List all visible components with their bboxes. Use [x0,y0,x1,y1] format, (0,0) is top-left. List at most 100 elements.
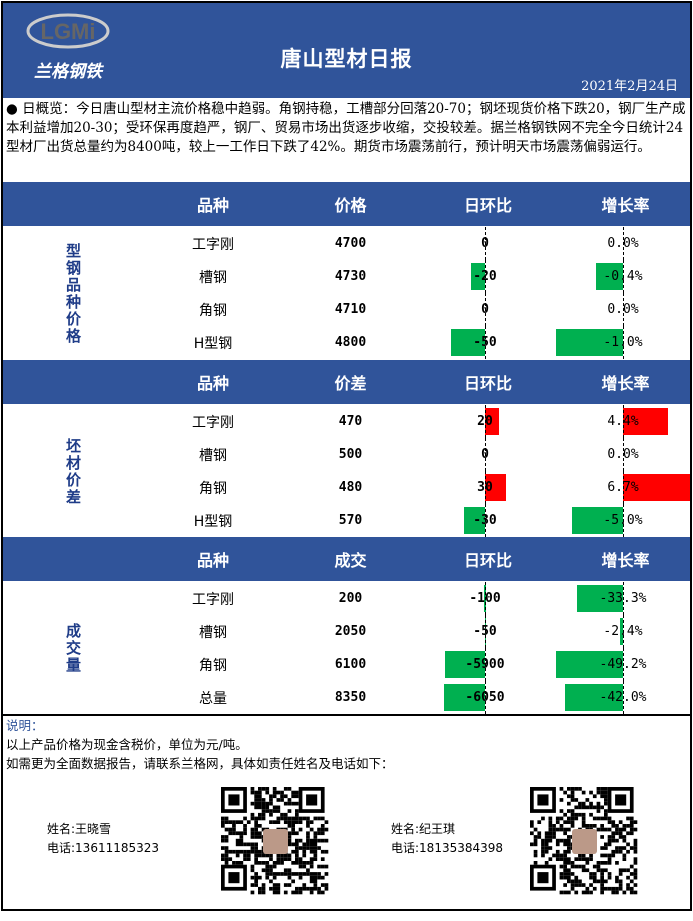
growth-rate: -0.4% [603,269,643,284]
value-cell: 480 [338,480,363,495]
column-header: 日环比 [463,374,512,393]
column-header: 增长率 [601,551,650,570]
zero-line [623,504,624,537]
product-name: 角钢 [199,480,227,497]
section-body: 型钢品种价格 工字刚 4700 0 0.0% 槽钢 4730 -20 -0.4%… [3,227,690,360]
change-bar [464,507,485,534]
table-row: 总量 8350 -6050 -42.0% [3,681,690,714]
value-cell: 570 [338,513,363,528]
table-row: 槽钢 4730 -20 -0.4% [3,260,690,293]
zero-line [623,471,624,504]
change-bar [485,474,506,501]
report-title: 唐山型材日报 [280,47,413,71]
product-name: 工字刚 [192,236,234,253]
product-name: 槽钢 [199,624,227,641]
daily-change: 0 [481,236,489,251]
change-bar [485,408,499,435]
table-row: 角钢 6100 -5900 -49.2% [3,648,690,681]
growth-bar [556,651,623,678]
notes-line-1: 以上产品价格为现金含税价，单位为元/吨。 [6,737,248,752]
growth-bar [572,507,623,534]
zero-line [623,326,624,359]
table-row: 槽钢 2050 -50 -2.4% [3,615,690,648]
report-date: 2021年2月24日 [581,79,678,94]
contact-1: 姓名:王晓雪 电话:13611185323 [47,820,159,858]
notes: 说明： 以上产品价格为现金含税价，单位为元/吨。 如需更为全面数据报告，请联系兰… [3,714,690,910]
value-cell: 200 [338,591,363,606]
zero-line [485,438,486,471]
change-bar [471,263,485,290]
zero-line [485,582,486,615]
qr-code-2 [527,784,642,899]
svg-text:LGMi: LGMi [41,19,96,44]
section-body: 成交量 工字刚 200 -100 -33.3% 槽钢 2050 -50 -2.4… [3,582,690,715]
section-label: 成交量 [64,623,82,674]
zero-line [485,293,486,326]
value-cell: 8350 [334,690,367,705]
notes-heading: 说明： [6,718,44,733]
column-header: 增长率 [601,374,650,393]
zero-line [485,227,486,260]
daily-change: -6050 [465,690,505,705]
product-name: 工字刚 [192,591,234,608]
table-row: 工字刚 470 20 4.4% [3,405,690,438]
table-row: 槽钢 500 0 0.0% [3,438,690,471]
column-header: 品种 [196,374,229,393]
qr-code-1 [218,784,333,899]
growth-bar [623,474,690,501]
zero-line [485,260,486,293]
daily-summary: ● 日概览：今日唐山型材主流价格稳中趋弱。角钢持稳，工槽部分回落20-70；钢坯… [6,101,686,155]
zero-line [485,471,486,504]
contact-name: 姓名:王晓雪 [47,822,112,836]
zero-line [623,260,624,293]
svg-text:兰格钢铁: 兰格钢铁 [34,62,105,82]
product-name: 工字刚 [192,414,234,431]
daily-change: -50 [473,624,497,639]
table-row: 工字刚 4700 0 0.0% [3,227,690,260]
zero-line [623,227,624,260]
zero-line [623,438,624,471]
value-cell: 500 [338,447,363,462]
growth-rate: -1.0% [603,335,643,350]
column-header: 价格 [334,196,367,215]
product-name: H型钢 [193,513,233,530]
section-label: 型钢品种价格 [64,242,82,345]
column-header: 增长率 [601,196,650,215]
contact-phone: 电话:13611185323 [47,841,160,855]
column-header: 品种 [196,551,229,570]
zero-line [485,405,486,438]
zero-line [485,504,486,537]
zero-line [623,405,624,438]
section-header: 品种 成交 日环比 增长率 [3,537,690,581]
growth-bar [564,684,623,711]
growth-rate: -2.4% [603,624,643,639]
value-cell: 4700 [334,236,367,251]
zero-line [485,681,486,714]
column-header: 价差 [334,374,367,393]
lgmi-logo: LGMi 兰格钢铁 [26,13,110,82]
daily-change: 0 [481,302,489,317]
section-header: 品种 价差 日环比 增长率 [3,360,690,404]
product-name: 总量 [199,690,227,707]
growth-bar [576,585,623,612]
contact-name: 姓名:纪王琪 [391,822,456,836]
column-header: 成交 [334,551,367,570]
daily-change: -30 [473,513,497,528]
table-row: 工字刚 200 -100 -33.3% [3,582,690,615]
zero-line [485,326,486,359]
growth-rate: -5.0% [603,513,643,528]
section-body: 坯材价差 工字刚 470 20 4.4% 槽钢 500 0 0.0% 角钢 48… [3,405,690,538]
zero-line [623,293,624,326]
value-cell: 4730 [334,269,367,284]
table-row: 角钢 480 30 6.7% [3,471,690,504]
section-header: 品种 价格 日环比 增长率 [3,182,690,226]
daily-change: 0 [481,447,489,462]
growth-bar [623,408,668,435]
value-cell: 2050 [334,624,367,639]
daily-change: -5900 [465,657,505,672]
value-cell: 4800 [334,335,367,350]
zero-line [623,648,624,681]
column-header: 日环比 [463,196,512,215]
table-row: H型钢 570 -30 -5.0% [3,504,690,537]
value-cell: 6100 [334,657,367,672]
